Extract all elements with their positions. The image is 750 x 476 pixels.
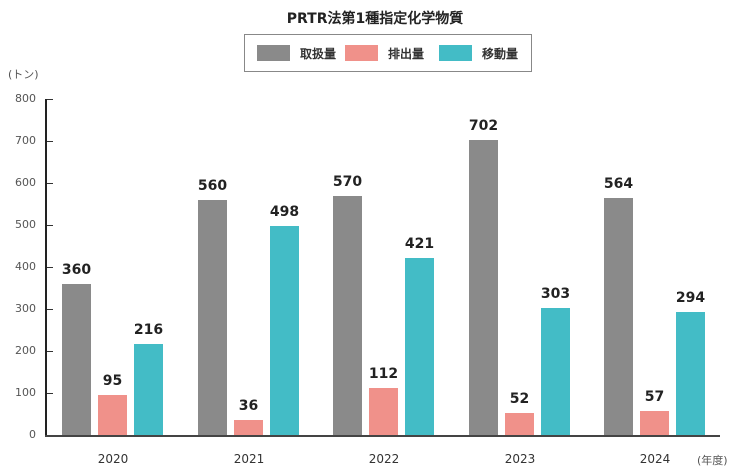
- y-tick-mark: [45, 351, 53, 352]
- bar-2022-2: [405, 258, 434, 435]
- bar-2024-1: [640, 411, 669, 435]
- y-tick-mark: [45, 225, 53, 226]
- bar-2021-0: [198, 199, 227, 435]
- x-axis: [45, 435, 720, 437]
- bar-2020-0: [62, 283, 91, 435]
- y-tick-label: 300: [15, 302, 36, 315]
- bar-value-label: 498: [269, 203, 300, 220]
- y-axis: [45, 99, 47, 436]
- bar-2020-2: [134, 344, 163, 435]
- bar-2023-1: [505, 413, 534, 435]
- bar-value-label: 52: [509, 391, 530, 408]
- chart-title: PRTR法第1種指定化学物質: [286, 11, 464, 27]
- bar-value-label: 216: [133, 322, 164, 339]
- x-tick-label: 2021: [233, 452, 265, 466]
- bar-2020-1: [98, 395, 127, 435]
- x-tick-label: 2023: [504, 452, 536, 466]
- x-axis-unit: (年度): [697, 454, 728, 467]
- y-tick-label: 0: [29, 428, 36, 441]
- bar-value-label: 360: [61, 261, 92, 278]
- x-tick-label: 2024: [639, 452, 671, 466]
- bar-value-label: 57: [644, 389, 665, 406]
- y-tick-label: 600: [15, 176, 36, 189]
- x-tick-label: 2020: [97, 452, 129, 466]
- y-tick-mark: [45, 309, 53, 310]
- bar-value-label: 560: [197, 177, 228, 194]
- y-tick-mark: [45, 183, 53, 184]
- bar-value-label: 95: [102, 373, 123, 390]
- bar-value-label: 564: [603, 176, 634, 193]
- y-tick-mark: [45, 141, 53, 142]
- legend-swatch-handled: [257, 45, 290, 61]
- y-tick-mark: [45, 393, 53, 394]
- bar-2022-0: [333, 195, 362, 435]
- legend-label: 排出量: [388, 46, 425, 61]
- y-axis-unit: (トン): [8, 68, 39, 81]
- bar-2023-2: [541, 307, 570, 435]
- bar-2021-1: [234, 419, 263, 435]
- y-tick-mark: [45, 99, 53, 100]
- y-tick-label: 800: [15, 92, 36, 105]
- legend-label: 取扱量: [300, 46, 337, 61]
- bar-2023-0: [469, 140, 498, 435]
- legend-swatch-transferred: [439, 45, 472, 61]
- y-tick-label: 400: [15, 260, 36, 273]
- bar-value-label: 294: [675, 289, 706, 306]
- bar-value-label: 36: [238, 397, 259, 414]
- legend-item-transferred: 移動量: [439, 45, 518, 61]
- bar-2024-2: [676, 311, 705, 435]
- bar-2021-2: [270, 225, 299, 435]
- y-tick-label: 100: [15, 386, 36, 399]
- bar-value-label: 570: [332, 173, 363, 190]
- legend-item-emitted: 排出量: [345, 45, 424, 61]
- legend-item-handled: 取扱量: [257, 45, 336, 61]
- bar-value-label: 303: [540, 285, 571, 302]
- bar-2022-1: [369, 387, 398, 435]
- y-tick-label: 200: [15, 344, 36, 357]
- y-tick-label: 700: [15, 134, 36, 147]
- bar-value-label: 702: [468, 118, 499, 135]
- legend: 取扱量 排出量 移動量: [244, 34, 532, 72]
- legend-label: 移動量: [482, 46, 519, 61]
- bar-2024-0: [604, 198, 633, 435]
- x-tick-label: 2022: [368, 452, 400, 466]
- y-tick-label: 500: [15, 218, 36, 231]
- bar-value-label: 421: [404, 236, 435, 253]
- y-tick-mark: [45, 267, 53, 268]
- bar-value-label: 112: [368, 365, 399, 382]
- legend-swatch-emitted: [345, 45, 378, 61]
